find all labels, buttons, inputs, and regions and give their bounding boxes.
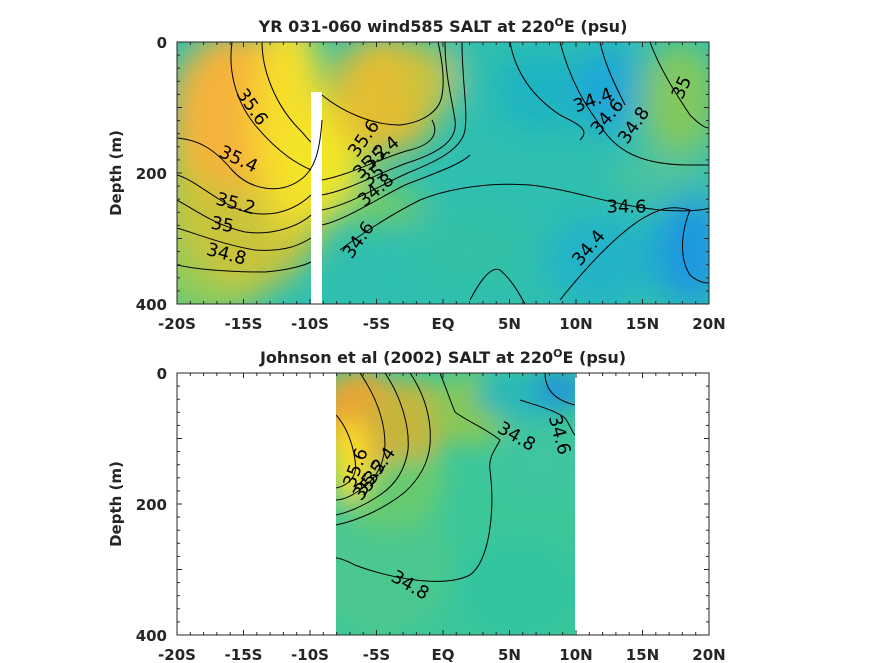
- x-tick-label: 5N: [498, 315, 521, 333]
- x-tick-label: EQ: [432, 646, 455, 663]
- chart-title-top-superscript: O: [555, 16, 564, 29]
- y-tick-label: 200: [136, 165, 167, 183]
- tick-marks-top: [176, 41, 710, 305]
- panel-top: 35.635.435.23534.835.635.435.23534.834.6…: [107, 16, 726, 333]
- y-tick-label: 0: [157, 34, 167, 52]
- x-tick-label: 10N: [559, 315, 592, 333]
- contour-lines-bottom: [336, 373, 575, 582]
- x-tick-label: 20N: [692, 315, 725, 333]
- heatmap-bottom: [336, 373, 575, 635]
- x-tick-label: -10S: [291, 315, 329, 333]
- x-tick-label: -15S: [225, 315, 263, 333]
- x-tick-labels-top: -20S -15S -10S -5S EQ 5N 10N 15N 20N: [158, 315, 726, 333]
- y-axis-label-top: Depth (m): [107, 130, 125, 216]
- x-tick-label: 15N: [626, 315, 659, 333]
- contour-lines-top: [177, 42, 709, 304]
- x-tick-label: -5S: [363, 315, 390, 333]
- heatmap-top: [177, 42, 709, 304]
- chart-title-bottom-suffix: E (psu): [563, 348, 627, 367]
- y-axis-label-bottom: Depth (m): [107, 461, 125, 547]
- x-tick-label: -5S: [363, 646, 390, 663]
- y-tick-label: 400: [136, 296, 167, 314]
- x-tick-label: 15N: [626, 646, 659, 663]
- white-gap-top: [311, 92, 322, 304]
- y-tick-label: 0: [157, 365, 167, 383]
- x-tick-label: EQ: [432, 315, 455, 333]
- y-tick-label: 400: [136, 627, 167, 645]
- chart-title-bottom-superscript: O: [553, 347, 562, 360]
- tick-marks-bottom: [176, 372, 710, 636]
- chart-title-top-suffix: E (psu): [564, 17, 628, 36]
- y-tick-labels-bottom: 0 200 400: [136, 365, 167, 645]
- x-tick-label: -15S: [225, 646, 263, 663]
- contour-label: 35: [209, 213, 235, 238]
- x-tick-label: 5N: [498, 646, 521, 663]
- x-tick-labels-bottom: -20S -15S -10S -5S EQ 5N 10N 15N 20N: [158, 646, 726, 663]
- y-tick-labels-top: 0 200 400: [136, 34, 167, 314]
- x-tick-label: -20S: [158, 646, 196, 663]
- chart-title-top: YR 031-060 wind585 SALT at 220OE (psu): [258, 16, 628, 36]
- chart-title-bottom: Johnson et al (2002) SALT at 220OE (psu): [259, 347, 626, 367]
- y-tick-label: 200: [136, 496, 167, 514]
- x-tick-label: -20S: [158, 315, 196, 333]
- x-tick-label: 20N: [692, 646, 725, 663]
- x-tick-label: 10N: [559, 646, 592, 663]
- contour-label: 34.6: [607, 197, 647, 218]
- x-tick-label: -10S: [291, 646, 329, 663]
